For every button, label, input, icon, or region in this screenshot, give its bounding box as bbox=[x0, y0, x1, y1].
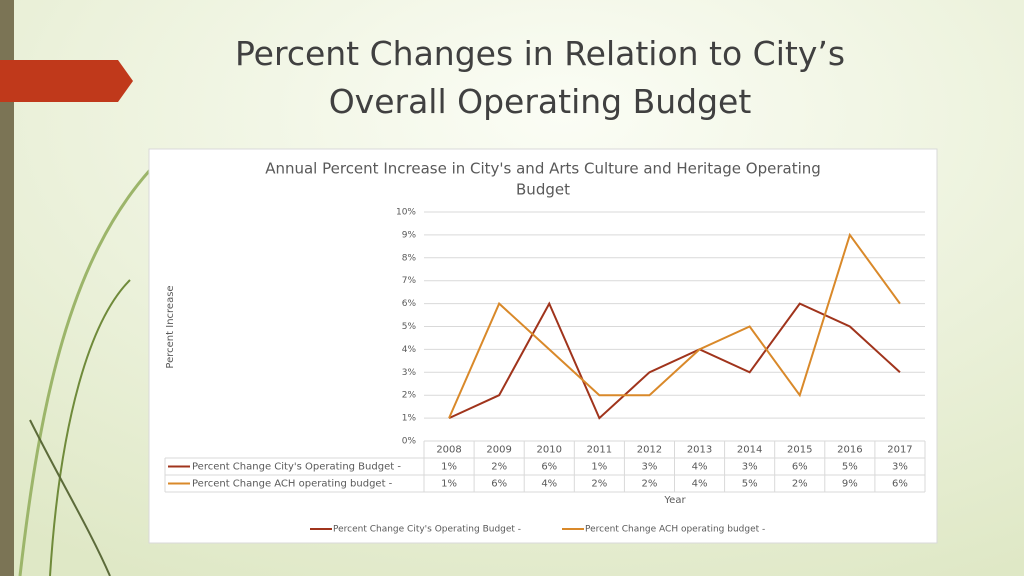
table-cell: 5% bbox=[742, 479, 758, 490]
side-bar bbox=[0, 0, 14, 576]
table-cell: 4% bbox=[692, 479, 708, 490]
x-tick-label: 2014 bbox=[737, 445, 762, 456]
chart-panel bbox=[148, 148, 938, 544]
y-tick-label: 1% bbox=[402, 414, 417, 424]
y-tick-label: 0% bbox=[402, 437, 417, 447]
table-row-label: Percent Change ACH operating budget - bbox=[192, 479, 393, 490]
swoosh bbox=[29, 419, 111, 576]
table-cell: 3% bbox=[742, 462, 758, 473]
y-tick-label: 10% bbox=[396, 208, 416, 218]
table-cell: 1% bbox=[591, 462, 607, 473]
swoosh bbox=[18, 169, 152, 576]
table-cell: 9% bbox=[842, 479, 858, 490]
y-tick-label: 7% bbox=[402, 276, 417, 286]
table-cell: 6% bbox=[541, 462, 557, 473]
legend-label: Percent Change City's Operating Budget - bbox=[333, 525, 521, 535]
y-tick-label: 3% bbox=[402, 368, 417, 378]
chart-title: Budget bbox=[516, 181, 570, 199]
y-tick-label: 9% bbox=[402, 230, 417, 240]
y-tick-label: 8% bbox=[402, 253, 417, 263]
x-tick-label: 2016 bbox=[837, 445, 862, 456]
table-cell: 2% bbox=[491, 462, 507, 473]
x-tick-label: 2009 bbox=[486, 445, 511, 456]
table-cell: 4% bbox=[692, 462, 708, 473]
table-cell: 2% bbox=[591, 479, 607, 490]
x-axis-label: Year bbox=[663, 495, 686, 506]
x-tick-label: 2012 bbox=[637, 445, 662, 456]
table-cell: 1% bbox=[441, 462, 457, 473]
slide-title: Percent Changes in Relation to City’s Ov… bbox=[234, 34, 846, 121]
table-cell: 4% bbox=[541, 479, 557, 490]
table-cell: 5% bbox=[842, 462, 858, 473]
x-tick-label: 2008 bbox=[436, 445, 461, 456]
y-tick-label: 2% bbox=[402, 391, 417, 401]
table-cell: 2% bbox=[792, 479, 808, 490]
table-cell: 3% bbox=[642, 462, 658, 473]
chart-title: Annual Percent Increase in City's and Ar… bbox=[265, 160, 821, 178]
x-tick-label: 2017 bbox=[887, 445, 912, 456]
y-axis-label: Percent Increase bbox=[165, 285, 176, 368]
x-tick-label: 2011 bbox=[587, 445, 612, 456]
table-cell: 6% bbox=[792, 462, 808, 473]
x-tick-label: 2010 bbox=[537, 445, 562, 456]
table-cell: 2% bbox=[642, 479, 658, 490]
arrow-accent bbox=[0, 60, 133, 102]
swoosh bbox=[49, 279, 131, 576]
y-tick-label: 5% bbox=[402, 322, 417, 332]
legend-label: Percent Change ACH operating budget - bbox=[585, 525, 765, 535]
table-cell: 6% bbox=[892, 479, 908, 490]
table-row-label: Percent Change City's Operating Budget - bbox=[192, 462, 401, 473]
y-tick-label: 6% bbox=[402, 299, 417, 309]
x-tick-label: 2015 bbox=[787, 445, 812, 456]
table-cell: 3% bbox=[892, 462, 908, 473]
y-tick-label: 4% bbox=[402, 345, 417, 355]
series-line bbox=[448, 232, 901, 419]
table-cell: 6% bbox=[491, 479, 507, 490]
table-cell: 1% bbox=[441, 479, 457, 490]
x-tick-label: 2013 bbox=[687, 445, 712, 456]
